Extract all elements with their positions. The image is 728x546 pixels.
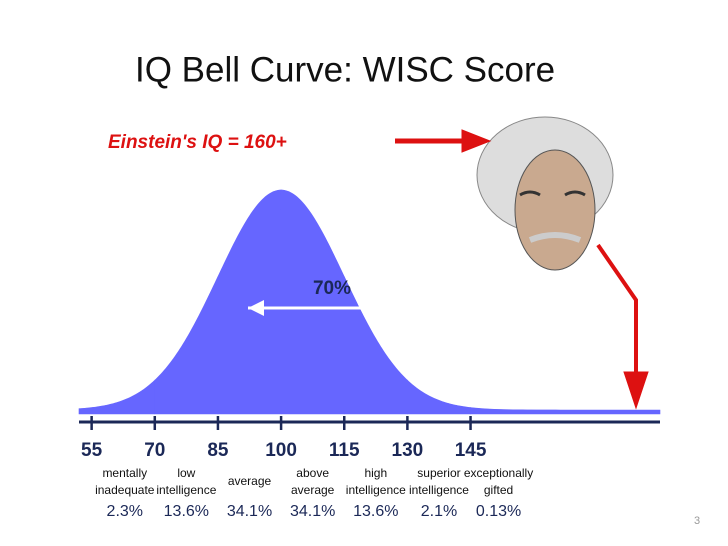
- category-label: intelligence: [409, 483, 469, 497]
- x-tick-label: 115: [329, 440, 360, 461]
- x-tick-label: 130: [392, 440, 424, 461]
- category-label: exceptionally: [464, 466, 533, 480]
- category-label: high: [364, 466, 387, 480]
- slide-title: IQ Bell Curve: WISC Score: [135, 50, 555, 89]
- category-label: gifted: [484, 483, 513, 497]
- percent-label: 0.13%: [476, 503, 521, 520]
- arrow-head: [248, 300, 264, 316]
- category-label: above: [296, 466, 329, 480]
- x-tick-label: 70: [144, 440, 165, 461]
- x-tick-label: 100: [265, 440, 297, 461]
- arrow-head: [399, 300, 415, 316]
- category-label: inadequate: [95, 483, 155, 497]
- curve-region: [280, 189, 345, 415]
- curve-region: [154, 276, 219, 415]
- curve-region: [343, 276, 408, 415]
- category-label: intelligence: [156, 483, 216, 497]
- curve-region: [407, 379, 471, 415]
- curve-region: [78, 379, 156, 415]
- category-label: average: [291, 483, 335, 497]
- category-label: average: [228, 474, 272, 488]
- category-label: intelligence: [346, 483, 406, 497]
- percent-label: 13.6%: [353, 503, 398, 520]
- x-tick-label: 85: [207, 440, 229, 461]
- curve-region: [217, 189, 282, 415]
- x-tick-label: 55: [81, 440, 103, 461]
- category-label: superior: [417, 466, 460, 480]
- page-number: 3: [694, 515, 700, 527]
- percent-label: 2.1%: [421, 503, 457, 520]
- einstein-face: [476, 116, 614, 271]
- x-tick-label: 145: [455, 440, 487, 461]
- category-label: mentally: [102, 466, 147, 480]
- curve-region: [470, 407, 661, 415]
- percent-label: 34.1%: [290, 503, 335, 520]
- center-label: 70%: [313, 278, 351, 299]
- red-arrows: [395, 129, 649, 410]
- plot: [78, 189, 661, 415]
- einstein-label: Einstein's IQ = 160+: [108, 132, 287, 153]
- category-label: low: [177, 466, 195, 480]
- percent-label: 2.3%: [107, 503, 143, 520]
- percent-label: 34.1%: [227, 503, 272, 520]
- percent-label: 13.6%: [164, 503, 209, 520]
